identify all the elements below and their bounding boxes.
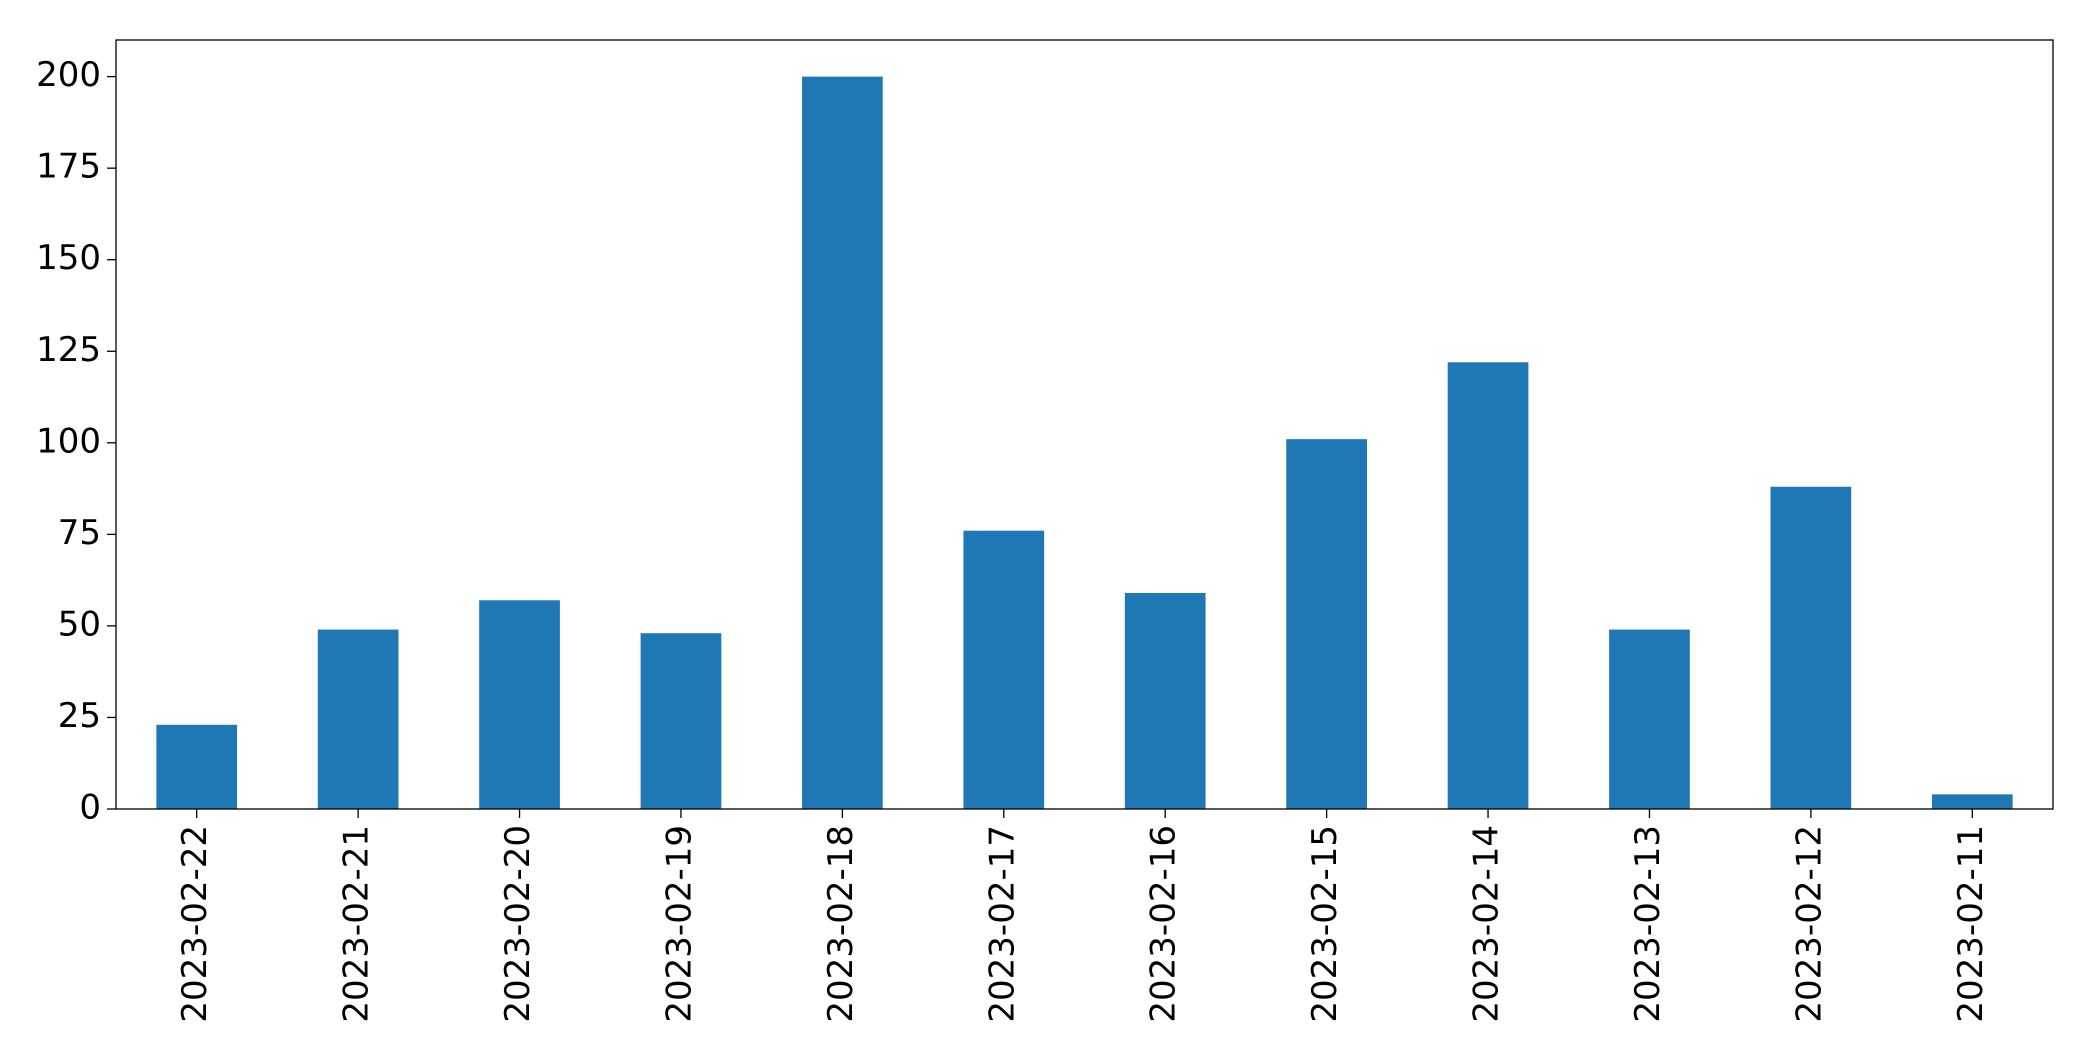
y-tick-label: 25	[58, 696, 101, 736]
bar	[1447, 362, 1529, 809]
x-tick-label: 2023-02-21	[337, 825, 377, 1023]
bar	[1286, 439, 1367, 809]
bar	[963, 530, 1045, 809]
bar	[1609, 629, 1690, 809]
y-tick-label: 200	[36, 55, 101, 95]
bar	[1931, 794, 2013, 809]
y-tick-label: 100	[36, 421, 101, 461]
y-tick-label: 0	[79, 788, 101, 828]
x-tick-label: 2023-02-16	[1144, 825, 1184, 1023]
y-tick-label: 175	[36, 147, 101, 187]
bar	[317, 629, 399, 809]
y-tick-label: 75	[58, 513, 101, 553]
bar	[156, 724, 238, 809]
x-tick-label: 2023-02-20	[498, 825, 538, 1023]
x-tick-label: 2023-02-12	[1789, 825, 1829, 1023]
bar	[1770, 486, 1852, 809]
bar	[802, 76, 883, 810]
x-tick-label: 2023-02-18	[821, 825, 861, 1023]
bar	[479, 600, 560, 809]
x-tick-label: 2023-02-17	[982, 825, 1022, 1023]
y-tick-label: 50	[58, 604, 101, 644]
x-tick-label: 2023-02-11	[1951, 825, 1991, 1023]
y-tick-label: 150	[36, 238, 101, 278]
x-tick-label: 2023-02-14	[1467, 825, 1507, 1023]
bar	[1124, 592, 1206, 809]
x-tick-label: 2023-02-15	[1305, 825, 1345, 1023]
x-tick-label: 2023-02-19	[659, 825, 699, 1023]
x-tick-label: 2023-02-22	[175, 825, 215, 1023]
y-tick-label: 125	[36, 330, 101, 370]
x-tick-label: 2023-02-13	[1628, 825, 1668, 1023]
plot-frame	[115, 39, 2054, 810]
bar	[640, 633, 722, 809]
